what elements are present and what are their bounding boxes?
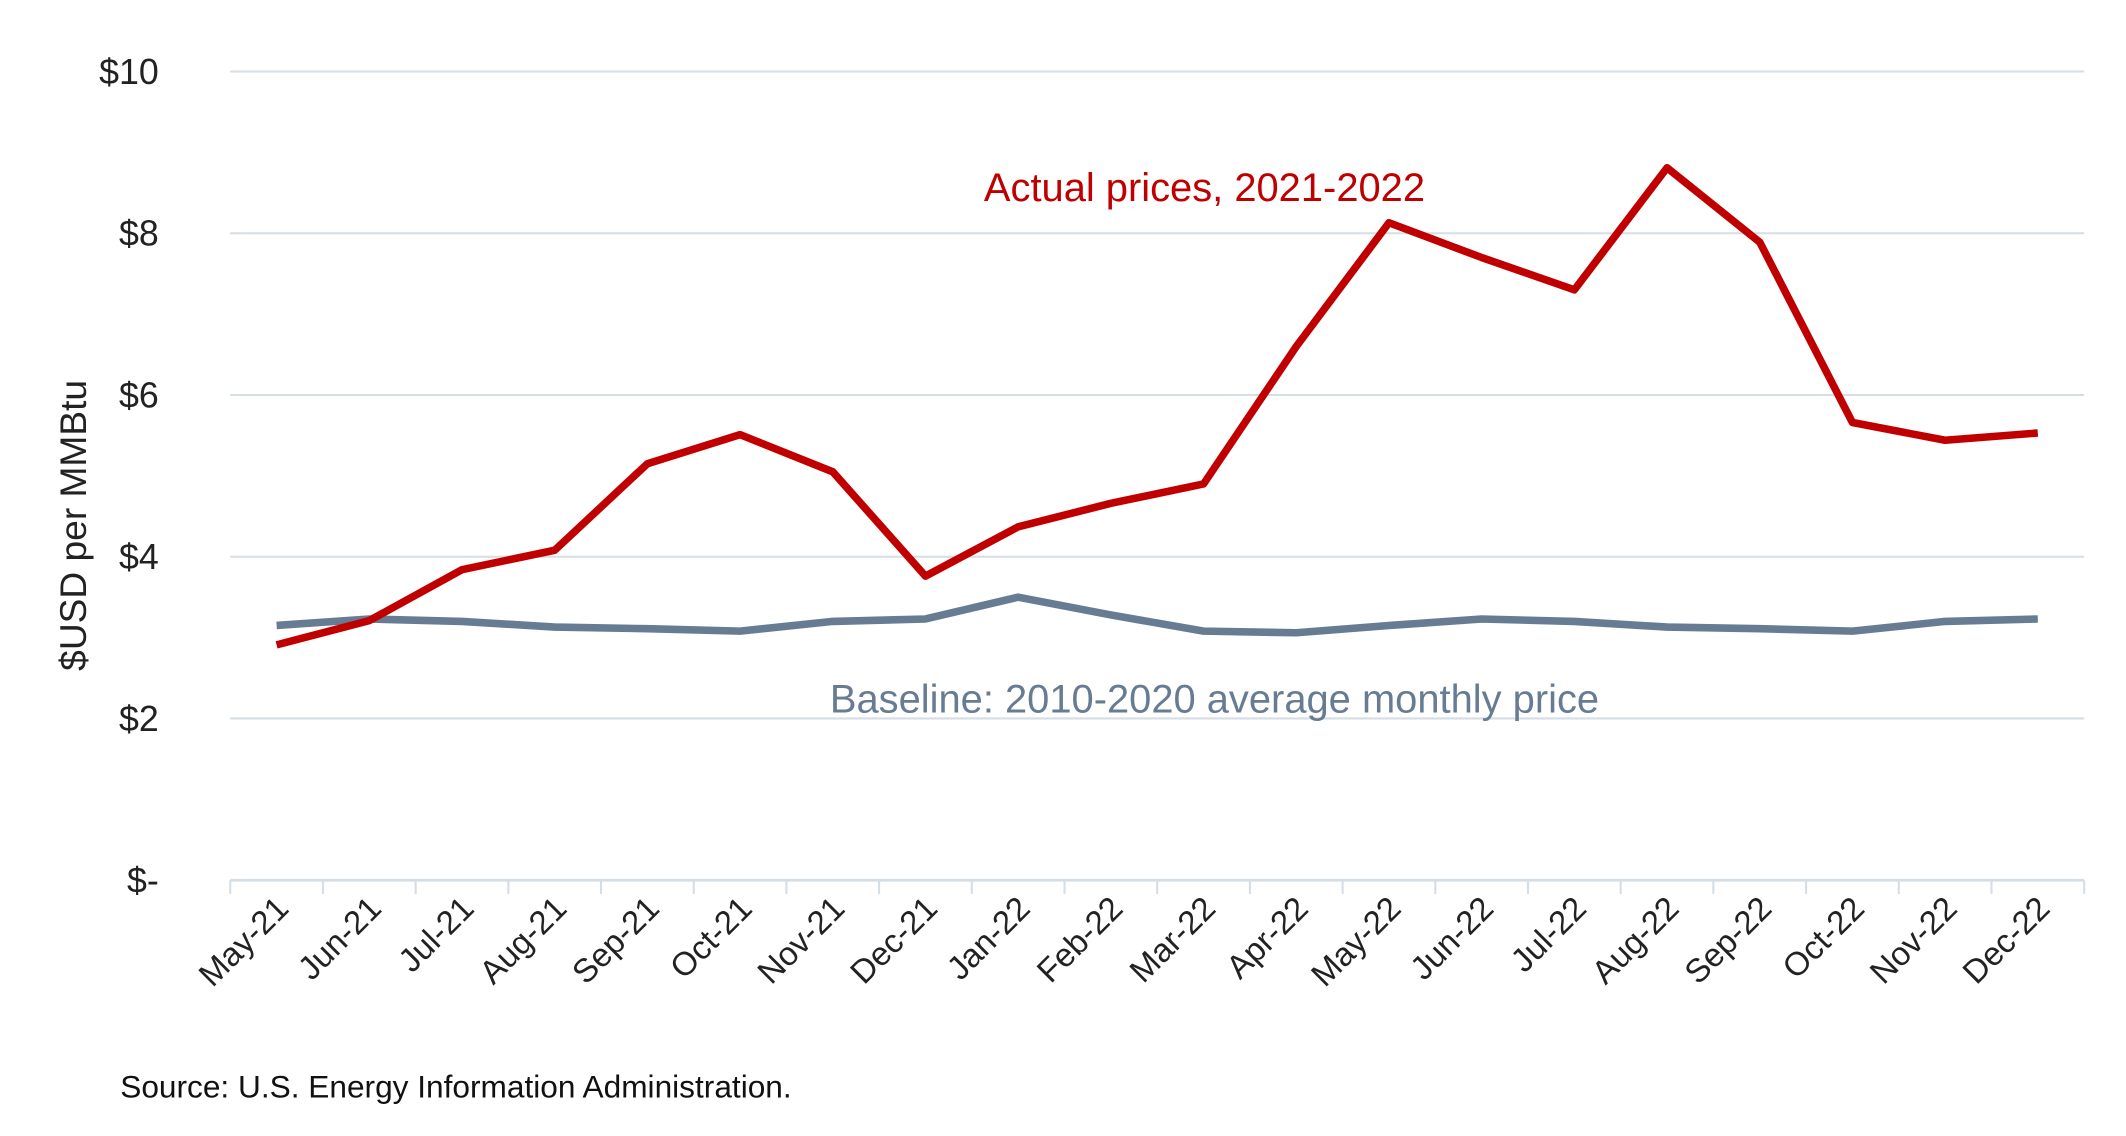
x-tick-label: Oct-22 — [1775, 889, 1871, 985]
x-tick-label: Jul-22 — [1503, 889, 1593, 979]
x-tick-label: Jun-22 — [1403, 889, 1501, 987]
y-tick-label: $8 — [119, 214, 159, 254]
x-tick-label: Nov-22 — [1862, 889, 1963, 990]
series-label-actual: Actual prices, 2021-2022 — [984, 166, 1425, 210]
x-tick-label: Oct-21 — [663, 889, 759, 985]
x-tick-label: Feb-22 — [1029, 889, 1129, 989]
x-tick-label: Apr-22 — [1219, 889, 1315, 985]
y-axis-label: $USD per MMBtu — [52, 380, 94, 671]
series-line — [275, 163, 2039, 649]
x-tick-label: Aug-22 — [1584, 889, 1685, 990]
y-tick-label: $10 — [99, 52, 159, 92]
series-line — [276, 593, 2038, 637]
series-label-baseline: Baseline: 2010-2020 average monthly pric… — [830, 677, 1599, 721]
x-tick-label: Jul-21 — [391, 889, 481, 979]
x-tick-label: May-21 — [191, 889, 295, 993]
x-tick-label: Mar-22 — [1122, 889, 1222, 989]
y-tick-label: $2 — [119, 699, 159, 739]
x-tick-label: Aug-21 — [472, 889, 573, 990]
x-tick-label: Dec-22 — [1955, 889, 2056, 990]
x-tick-label: Jan-22 — [939, 889, 1037, 987]
x-tick-label: Dec-21 — [843, 889, 944, 990]
y-tick-label: $- — [127, 861, 159, 901]
y-tick-label: $6 — [119, 375, 159, 415]
x-tick-label: Nov-21 — [750, 889, 851, 990]
x-tick-label: Jun-21 — [290, 889, 388, 987]
series-lines — [275, 163, 2039, 649]
x-tick-label: Sep-22 — [1677, 889, 1778, 990]
source-note: Source: U.S. Energy Information Administ… — [120, 1068, 791, 1104]
x-tick-label: Sep-21 — [565, 889, 666, 990]
y-axis-ticks: $- $2 $4 $6 $8 $10 — [99, 52, 159, 901]
y-tick-label: $4 — [119, 537, 159, 577]
x-tick-label: May-22 — [1304, 889, 1408, 993]
